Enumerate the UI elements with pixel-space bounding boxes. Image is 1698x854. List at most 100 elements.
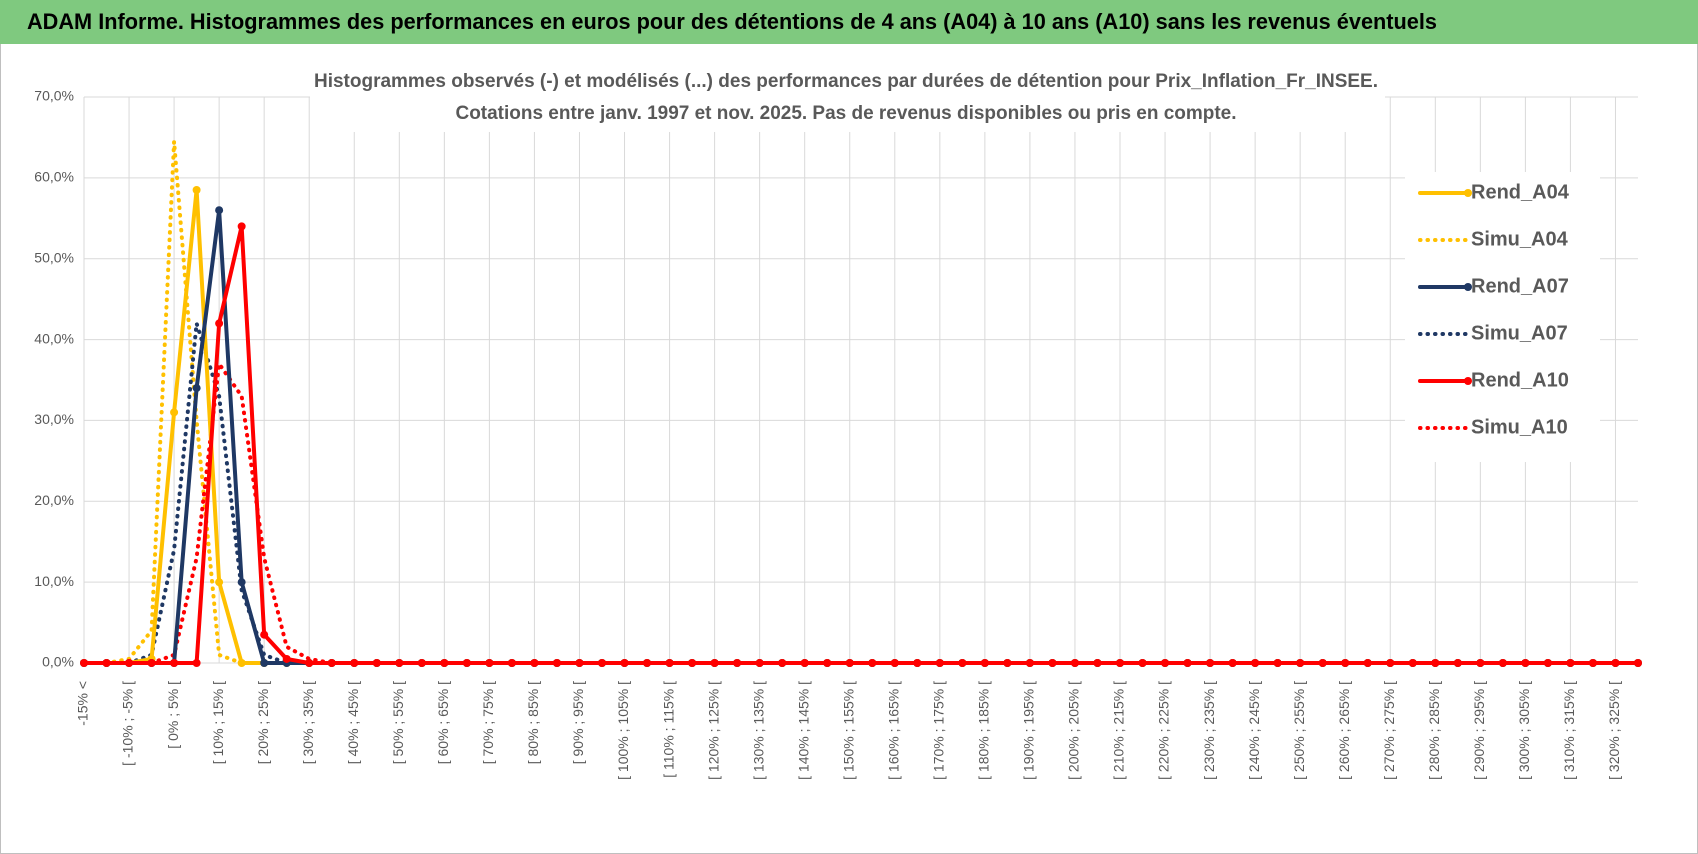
point xyxy=(1543,659,1552,667)
point xyxy=(1251,659,1260,667)
point xyxy=(1048,659,1057,667)
y-tick-label: 10,0% xyxy=(34,573,74,589)
legend-label: Rend_A04 xyxy=(1471,181,1570,203)
legend-label: Rend_A10 xyxy=(1471,369,1569,391)
legend-marker xyxy=(1464,283,1472,291)
point xyxy=(1453,659,1462,667)
x-tick-label: [ 60% ; 65% [ xyxy=(435,681,451,764)
point xyxy=(778,659,787,667)
x-tick-label: -15% < xyxy=(75,681,91,726)
point xyxy=(800,659,809,667)
y-tick-label: 70,0% xyxy=(34,88,74,104)
header-title: ADAM Informe. Histogrammes des performan… xyxy=(27,9,1437,34)
point xyxy=(958,659,967,667)
point xyxy=(665,659,674,667)
point xyxy=(80,659,88,667)
point xyxy=(1093,659,1102,667)
point xyxy=(1408,659,1417,667)
point xyxy=(170,659,179,667)
x-tick-label: [ 100% ; 105% [ xyxy=(615,681,631,780)
point xyxy=(1025,659,1034,667)
x-tick-label: [ 20% ; 25% [ xyxy=(255,681,271,764)
y-tick-label: 50,0% xyxy=(34,249,74,265)
x-tick-label: [ 260% ; 265% [ xyxy=(1336,681,1352,780)
legend-label: Simu_A07 xyxy=(1471,322,1568,344)
point xyxy=(237,659,246,667)
point xyxy=(1183,659,1192,667)
point xyxy=(1611,659,1620,667)
point xyxy=(372,659,381,667)
point xyxy=(237,578,246,587)
point xyxy=(1498,659,1507,667)
point xyxy=(417,659,426,667)
point xyxy=(282,654,291,663)
point xyxy=(147,659,156,667)
point xyxy=(1588,659,1597,667)
point xyxy=(620,659,629,667)
x-tick-label: [ 40% ; 45% [ xyxy=(345,681,361,764)
x-tick-label: [ 110% ; 115% [ xyxy=(660,681,676,778)
point xyxy=(507,659,516,667)
legend-label: Simu_A10 xyxy=(1471,416,1568,438)
x-tick-label: [ 80% ; 85% [ xyxy=(525,681,541,764)
x-tick-label: [ -10% ; -5% [ xyxy=(120,681,136,766)
point xyxy=(890,659,899,667)
x-tick-label: [ 130% ; 135% [ xyxy=(750,681,766,780)
point xyxy=(395,659,404,667)
point xyxy=(192,659,201,667)
x-tick-label: [ 230% ; 235% [ xyxy=(1201,681,1217,780)
y-tick-label: 0,0% xyxy=(42,654,74,670)
x-tick-label: [ 160% ; 165% [ xyxy=(885,681,901,780)
x-tick-label: [ 270% ; 275% [ xyxy=(1381,681,1397,780)
series-line xyxy=(82,224,1640,665)
legend-bg xyxy=(1405,172,1600,462)
x-tick-label: [ 30% ; 35% [ xyxy=(300,681,316,764)
point xyxy=(215,206,224,215)
point xyxy=(530,659,539,667)
x-tick-label: [ 120% ; 125% [ xyxy=(705,681,721,780)
point xyxy=(733,659,742,667)
point xyxy=(552,659,561,667)
header-bar xyxy=(0,0,1698,44)
x-tick-label: [ 90% ; 95% [ xyxy=(570,681,586,764)
x-tick-label: [ 280% ; 285% [ xyxy=(1426,681,1442,780)
point xyxy=(1228,659,1237,667)
point xyxy=(1476,659,1485,667)
point xyxy=(688,659,697,667)
point xyxy=(1318,659,1327,667)
point xyxy=(327,659,336,667)
point xyxy=(980,659,989,667)
point xyxy=(575,659,584,667)
point xyxy=(1070,659,1079,667)
x-tick-label: [ 200% ; 205% [ xyxy=(1066,681,1082,780)
x-tick-label: [ 50% ; 55% [ xyxy=(390,681,406,764)
point xyxy=(823,659,832,667)
point xyxy=(710,659,719,667)
point xyxy=(1273,659,1282,667)
point xyxy=(913,659,922,667)
point xyxy=(1138,659,1147,667)
point xyxy=(462,659,471,667)
point xyxy=(1161,659,1170,667)
x-tick-label: [ 310% ; 315% [ xyxy=(1561,681,1577,780)
point xyxy=(1566,659,1575,667)
x-tick-label: [ 300% ; 305% [ xyxy=(1516,681,1532,780)
x-tick-label: [ 290% ; 295% [ xyxy=(1471,681,1487,780)
point xyxy=(1003,659,1012,667)
chart-title: Histogrammes observés (-) et modélisés (… xyxy=(314,71,1378,92)
point xyxy=(350,659,359,667)
x-tick-label: [ 250% ; 255% [ xyxy=(1291,681,1307,780)
legend-label: Rend_A07 xyxy=(1471,275,1569,297)
y-tick-label: 60,0% xyxy=(34,169,74,185)
point xyxy=(192,384,201,393)
point xyxy=(215,578,224,587)
x-tick-label: [ 210% ; 215% [ xyxy=(1111,681,1127,780)
point xyxy=(102,659,111,667)
point xyxy=(260,659,269,667)
point xyxy=(845,659,854,667)
x-tick-label: [ 150% ; 155% [ xyxy=(840,681,856,780)
point xyxy=(643,659,652,667)
point xyxy=(1386,659,1395,667)
